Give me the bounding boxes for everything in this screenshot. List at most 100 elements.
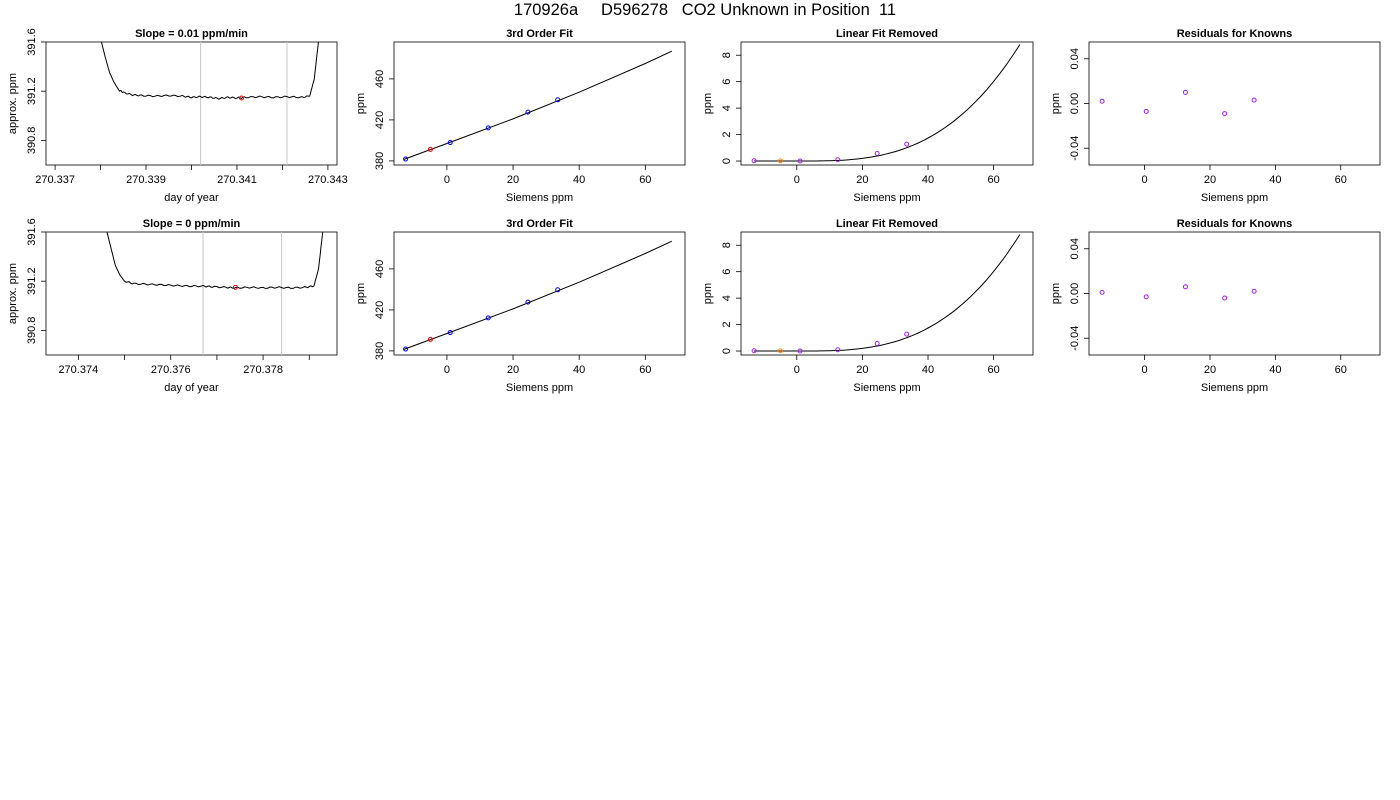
panel-title: Slope = 0 ppm/min [143,218,241,230]
known-point [904,141,910,147]
x-axis-label: day of year [164,192,219,204]
y-tick-label: 391.6 [26,28,38,56]
known-point [1222,295,1228,301]
known-point [485,315,491,321]
known-point [403,346,409,352]
y-tick-label: -0.04 [1069,326,1081,351]
panel-title: 3rd Order Fit [506,218,573,230]
known-point [835,157,841,163]
y-tick-label: 380 [374,152,386,170]
y-axis-label: ppm [702,93,714,114]
x-tick-label: 20 [856,174,868,186]
x-tick-label: 0 [794,174,800,186]
y-axis-label: ppm [702,283,714,304]
x-tick-label: 40 [922,174,934,186]
panel-r2-trace: Slope = 0 ppm/min day of year approx. ppm 2… [7,218,338,394]
plot-area [106,232,324,355]
known-point [555,97,561,103]
known-point [835,347,841,353]
unknown-point [777,348,783,354]
x-tick-label: 0 [1142,364,1148,376]
known-point [797,158,803,164]
x-axis-label: Siemens ppm [853,192,920,204]
y-tick-label: 0.00 [1069,93,1081,114]
y-tick-label: 6 [721,269,733,275]
y-tick-label: 391.2 [26,77,38,105]
y-tick-label: 0 [721,158,733,164]
x-tick-label: 40 [573,174,585,186]
known-point [1143,294,1149,300]
x-tick-label: 20 [1204,364,1216,376]
known-point [447,330,453,336]
known-point [1222,111,1228,117]
plot-frame [45,41,338,166]
x-tick-label: 60 [1335,174,1347,186]
y-axis-label: ppm [355,283,367,304]
known-point [1182,284,1188,290]
x-tick-label: 270.341 [217,174,257,186]
known-point [874,150,880,156]
plot-area [100,42,319,165]
y-tick-label: 420 [374,301,386,319]
y-tick-label: 390.8 [26,317,38,345]
y-tick-label: 4 [721,105,733,111]
x-tick-label: 0 [444,364,450,376]
x-tick-label: 270.343 [308,174,348,186]
plot-area [1099,284,1257,301]
panel-title: Linear Fit Removed [836,218,938,230]
plot-area [1099,89,1257,117]
panel-r1-resid: Residuals for Knowns Siemens ppm ppm 0 20 40 6… [1050,28,1381,204]
panel-title: Slope = 0.01 ppm/min [135,28,248,40]
x-tick-label: 60 [1335,364,1347,376]
known-point [447,140,453,146]
x-tick-label: 20 [507,364,519,376]
x-tick-label: 40 [922,364,934,376]
x-tick-label: 270.376 [151,364,191,376]
residual-curve [754,234,1021,352]
x-axis-label: Siemens ppm [1201,382,1268,394]
plot-frame [1088,41,1381,166]
trace-line [106,232,324,290]
known-point [485,125,491,131]
panel-title: Residuals for Knowns [1177,28,1293,40]
x-tick-label: 60 [639,174,651,186]
y-tick-label: 380 [374,342,386,360]
panel-r1-linrem: Linear Fit Removed Siemens ppm ppm 0 20 40 60 0… [702,28,1034,204]
x-tick-label: 40 [1269,364,1281,376]
x-tick-label: 40 [573,364,585,376]
x-tick-label: 0 [794,364,800,376]
x-tick-label: 20 [856,364,868,376]
unknown-point [777,158,783,164]
unknown-point [239,95,245,101]
panel-r2-resid: Residuals for Knowns Siemens ppm ppm 0 20 40 6… [1050,218,1381,394]
y-tick-label: 8 [721,52,733,58]
unknown-point [232,284,238,290]
x-tick-label: 20 [507,174,519,186]
known-point [1099,98,1105,104]
y-tick-label: 460 [374,260,386,278]
x-tick-label: 60 [988,174,1000,186]
known-point [1251,97,1257,103]
x-tick-label: 40 [1269,174,1281,186]
x-tick-label: 60 [639,364,651,376]
known-point [1099,289,1105,295]
y-tick-label: 0.04 [1069,238,1081,259]
y-axis-label: approx. ppm [7,73,19,134]
x-tick-label: 0 [444,174,450,186]
y-tick-label: 0.04 [1069,48,1081,69]
known-point [751,158,757,164]
y-axis-label: ppm [1050,93,1062,114]
y-tick-label: 8 [721,242,733,248]
known-point [525,299,531,305]
known-point [874,340,880,346]
known-point [904,331,910,337]
panel-title: Residuals for Knowns [1177,218,1293,230]
panel-title: Linear Fit Removed [836,28,938,40]
y-tick-label: 391.2 [26,267,38,295]
panel-r1-fit: 3rd Order Fit Siemens ppm ppm 0 20 40 60 380 420… [355,28,686,204]
plot-frame [45,231,338,356]
y-axis-label: ppm [1050,283,1062,304]
x-tick-label: 0 [1142,174,1148,186]
